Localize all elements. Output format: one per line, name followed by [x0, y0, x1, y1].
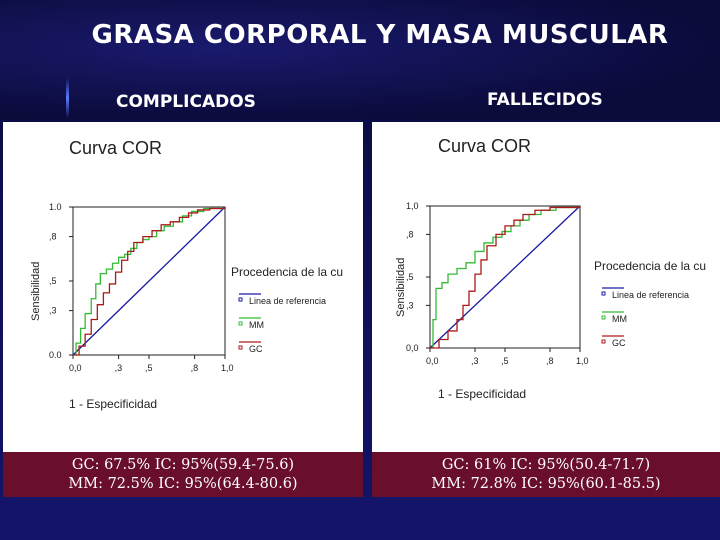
roc-chart-fallecidos: Curva COR 0,0 ,3 ,5 ,8 1,0 0,0 ,3 ,5 ,8 1,0 Sensibi…: [395, 136, 706, 401]
x-tick-label: ,5: [145, 363, 153, 373]
series-line-mm: [430, 206, 581, 349]
series-line-gc: [73, 207, 226, 356]
chart-title: Curva COR: [69, 138, 162, 158]
y-tick-label: 0,0: [406, 343, 419, 353]
caption-line-gc: GC: 67.5% IC: 95%(59.4-75.6): [71, 457, 295, 473]
header-band: [0, 0, 720, 120]
series-line-ref: [72, 206, 226, 356]
series-line-gc: [430, 206, 581, 349]
accent-line: [66, 78, 69, 118]
y-tick-label: ,3: [406, 300, 414, 310]
y-tick-label: 1,0: [406, 201, 419, 211]
legend-title: Procedencia de la cu: [594, 259, 706, 273]
legend-entry-ref: Linea de referencia: [249, 296, 326, 306]
legend-entry-ref: Linea de referencia: [612, 290, 689, 300]
caption-line-gc: GC: 61% IC: 95%(50.4-71.7): [441, 457, 651, 473]
x-tick-label: 0,0: [69, 363, 82, 373]
caption-fallecidos: GC: 61% IC: 95%(50.4-71.7) MM: 72.8% IC:…: [372, 452, 720, 497]
chart-title: Curva COR: [438, 136, 531, 156]
y-tick-label: ,5: [49, 276, 57, 286]
caption-complicados: GC: 67.5% IC: 95%(59.4-75.6) MM: 72.5% I…: [3, 452, 363, 497]
x-tick-label: 1,0: [221, 363, 234, 373]
caption-line-mm: MM: 72.5% IC: 95%(64.4-80.6): [68, 476, 298, 492]
legend-title: Procedencia de la cu: [231, 265, 343, 279]
y-tick-label: ,3: [49, 306, 57, 316]
legend-marker-gc: [238, 345, 243, 350]
panel-label-fallecidos: FALLECIDOS: [487, 90, 603, 110]
x-axis-label: 1 - Especificidad: [438, 387, 526, 401]
legend-marker-mm: [238, 321, 243, 326]
y-axis-label: Sensibilidad: [395, 258, 407, 317]
legend-marker-mm: [601, 315, 606, 320]
panel-label-complicados: COMPLICADOS: [116, 92, 256, 112]
y-axis-label: Sensibilidad: [30, 262, 42, 321]
roc-panel-complicados: Curva COR 0,0 ,3 ,5 ,8 1,0 0.0 ,3 ,5 ,8 1.0 Sensibi…: [3, 122, 363, 452]
y-tick-label: ,8: [49, 232, 57, 242]
y-tick-label: ,8: [406, 229, 414, 239]
y-tick-label: 1.0: [49, 202, 62, 212]
legend-marker-gc: [601, 339, 606, 344]
slide-title: GRASA CORPORAL Y MASA MUSCULAR: [91, 20, 669, 50]
roc-chart-complicados: Curva COR 0,0 ,3 ,5 ,8 1,0 0.0 ,3 ,5 ,8 1.0 Sensibi…: [30, 138, 343, 411]
y-tick-label: ,5: [406, 272, 414, 282]
x-axis-label: 1 - Especificidad: [69, 397, 157, 411]
legend-entry-gc: GC: [249, 344, 263, 354]
x-tick-label: ,3: [471, 356, 479, 366]
x-tick-label: 0,0: [426, 356, 439, 366]
x-tick-label: ,3: [115, 363, 123, 373]
x-tick-label: ,8: [546, 356, 554, 366]
x-tick-label: 1,0: [576, 356, 589, 366]
x-tick-label: ,8: [191, 363, 199, 373]
roc-panel-fallecidos: Curva COR 0,0 ,3 ,5 ,8 1,0 0,0 ,3 ,5 ,8 1,0 Sensibi…: [372, 122, 720, 452]
legend-entry-gc: GC: [612, 338, 626, 348]
caption-line-mm: MM: 72.8% IC: 95%(60.1-85.5): [431, 476, 661, 492]
legend-entry-mm: MM: [612, 314, 627, 324]
series-line-mm: [73, 207, 226, 356]
legend-entry-mm: MM: [249, 320, 264, 330]
x-tick-label: ,5: [501, 356, 509, 366]
y-tick-label: 0.0: [49, 350, 62, 360]
legend-marker-ref: [601, 291, 606, 296]
legend-marker-ref: [238, 297, 243, 302]
series-line-ref: [429, 205, 581, 349]
